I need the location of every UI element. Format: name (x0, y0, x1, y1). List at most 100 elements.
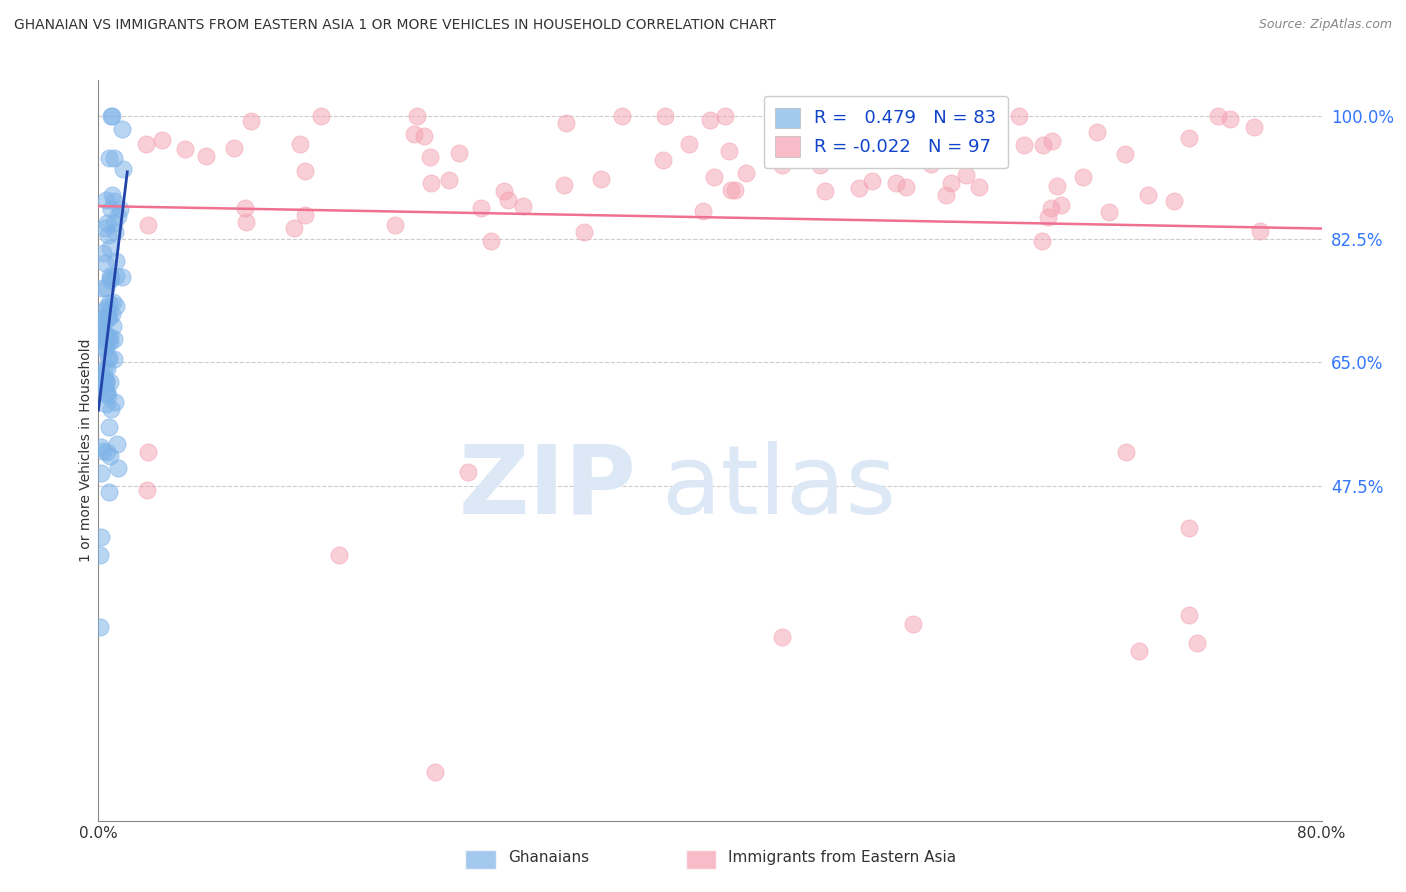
Point (651, 153, 673, 167)
Point (553, 178, 575, 193)
Point (776, 137, 799, 152)
Point (91, 339, 114, 353)
Point (808, 158, 831, 172)
Point (235, 215, 257, 229)
Point (724, 182, 747, 196)
Point (734, 166, 756, 180)
Point (107, 460, 129, 475)
Point (94, 397, 117, 411)
Point (801, 129, 824, 144)
Point (437, 173, 460, 187)
Point (98, 485, 121, 500)
Point (90, 281, 112, 295)
Text: ZIP: ZIP (458, 441, 637, 534)
Point (96, 336, 118, 351)
Point (814, 184, 837, 198)
Point (479, 235, 502, 249)
Text: Ghanaians: Ghanaians (508, 850, 589, 865)
Text: GHANAIAN VS IMMIGRANTS FROM EASTERN ASIA 1 OR MORE VEHICLES IN HOUSEHOLD CORRELA: GHANAIAN VS IMMIGRANTS FROM EASTERN ASIA… (14, 18, 776, 32)
Point (94, 342, 117, 356)
Point (101, 294, 124, 309)
Point (328, 548, 350, 562)
Point (93, 316, 115, 330)
Point (770, 158, 793, 172)
Point (1036, 210, 1059, 224)
Point (309, 109, 332, 123)
Point (703, 169, 725, 184)
Point (496, 194, 519, 208)
Point (96, 330, 118, 344)
Point (101, 307, 124, 321)
Point (96, 328, 118, 343)
Point (100, 330, 122, 344)
Point (896, 179, 918, 194)
Point (1128, 644, 1150, 658)
Point (91, 314, 114, 328)
Point (90, 441, 112, 455)
Point (103, 151, 125, 165)
Point (860, 109, 883, 123)
Point (97, 228, 120, 243)
Point (104, 300, 127, 314)
Text: Source: ZipAtlas.com: Source: ZipAtlas.com (1258, 18, 1392, 31)
Point (967, 179, 990, 194)
Point (94, 281, 117, 295)
Point (935, 188, 957, 202)
Point (714, 109, 737, 123)
Point (100, 109, 122, 123)
Point (96, 444, 118, 458)
Point (1050, 198, 1073, 212)
Point (1098, 204, 1121, 219)
Point (572, 225, 595, 239)
Point (103, 194, 125, 209)
Point (105, 253, 128, 268)
Point (90, 466, 112, 480)
Point (96, 300, 118, 314)
Point (111, 122, 134, 136)
Point (98, 241, 121, 255)
Point (1218, 112, 1240, 126)
Point (90, 530, 112, 544)
Point (98, 419, 121, 434)
Point (111, 162, 134, 177)
Point (90, 328, 112, 343)
Point (97, 305, 120, 319)
Point (770, 630, 793, 644)
Point (288, 136, 311, 151)
Point (94, 385, 117, 400)
Point (93, 379, 115, 393)
Point (1243, 120, 1265, 134)
Point (1039, 201, 1062, 215)
Point (101, 188, 124, 202)
Point (1007, 109, 1029, 123)
Point (1178, 607, 1201, 622)
Point (98, 449, 121, 463)
Text: atlas: atlas (661, 441, 896, 534)
Point (419, 150, 441, 164)
Point (89, 325, 111, 339)
Point (283, 221, 305, 235)
Point (100, 109, 122, 123)
Point (294, 208, 316, 222)
Point (860, 173, 883, 187)
Point (98, 310, 121, 325)
Point (103, 318, 125, 333)
Point (90, 320, 112, 334)
Point (949, 109, 972, 123)
Point (554, 115, 576, 129)
Point (98, 375, 121, 389)
Point (884, 176, 907, 190)
Point (98, 334, 121, 349)
Point (1249, 224, 1271, 238)
Point (104, 269, 127, 284)
Point (720, 182, 742, 196)
Point (103, 216, 125, 230)
Point (96, 374, 118, 388)
Point (105, 437, 128, 451)
Point (97, 389, 120, 403)
Point (384, 218, 406, 232)
Point (610, 109, 633, 123)
Point (423, 765, 446, 780)
Point (97, 311, 120, 326)
Point (1012, 137, 1035, 152)
